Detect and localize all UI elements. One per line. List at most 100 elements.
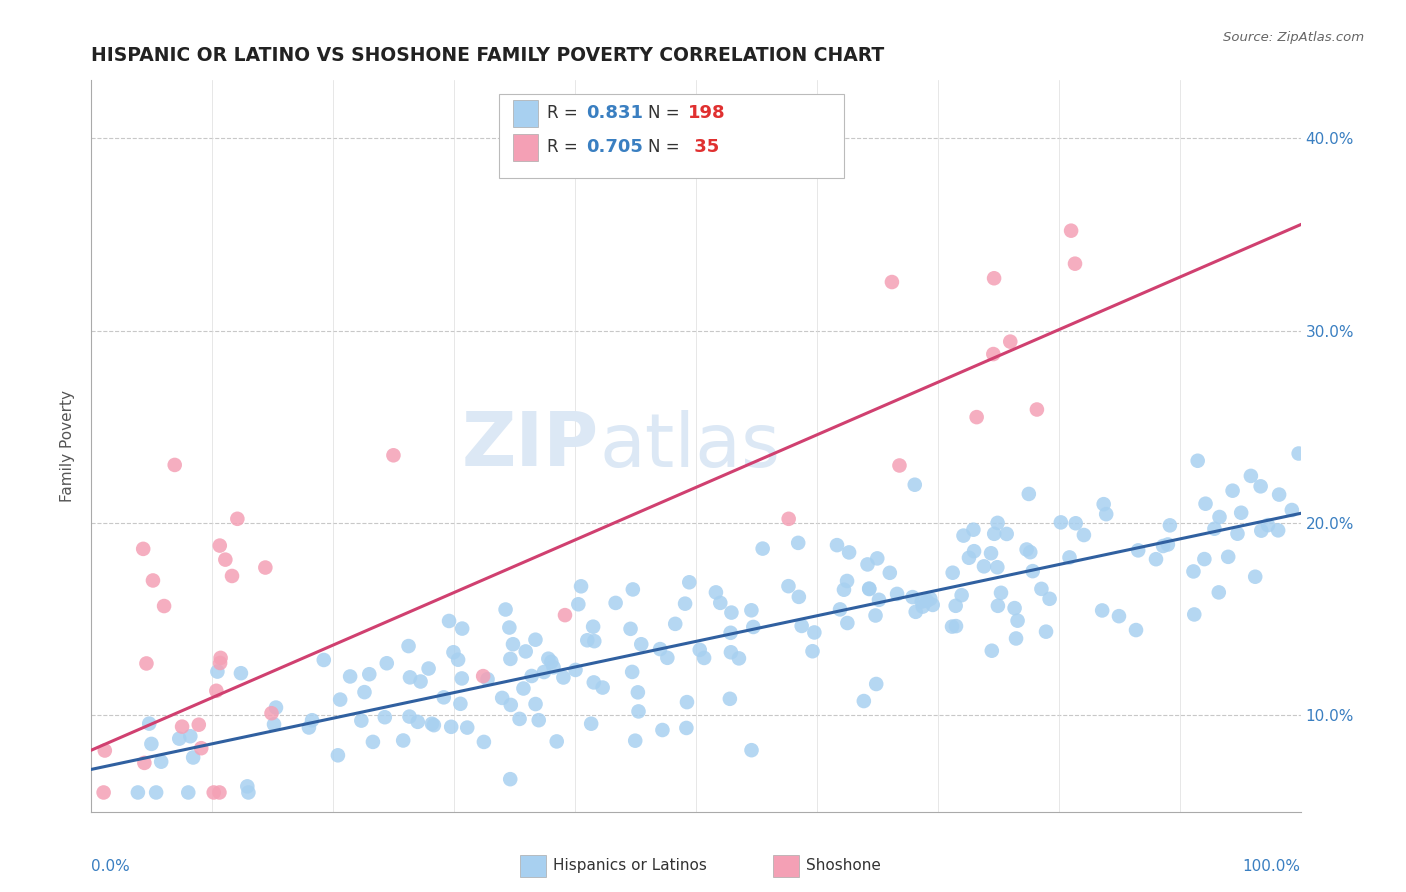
Point	[720, 625, 742, 640]
Point	[537, 651, 560, 665]
Text: 100.0%: 100.0%	[1243, 859, 1301, 874]
Point	[787, 590, 810, 604]
Text: HISPANIC OR LATINO VS SHOSHONE FAMILY POVERTY CORRELATION CHART: HISPANIC OR LATINO VS SHOSHONE FAMILY PO…	[91, 45, 884, 65]
Point	[1035, 624, 1057, 639]
Point	[1157, 537, 1180, 551]
Point	[141, 737, 163, 751]
Point	[921, 598, 943, 612]
Point	[920, 591, 942, 606]
Point	[651, 723, 673, 737]
Point	[1152, 539, 1174, 553]
Point	[472, 735, 495, 749]
Point	[553, 671, 575, 685]
Point	[1095, 507, 1118, 521]
Point	[440, 720, 463, 734]
Point	[1064, 257, 1087, 271]
Point	[392, 733, 415, 747]
Point	[1204, 522, 1226, 536]
Point	[720, 606, 742, 620]
Point	[520, 669, 543, 683]
Point	[398, 709, 420, 723]
Point	[264, 700, 287, 714]
Point	[576, 633, 599, 648]
Point	[803, 625, 825, 640]
Point	[787, 536, 810, 550]
Point	[983, 271, 1005, 285]
Point	[406, 714, 429, 729]
Point	[825, 538, 848, 552]
Point	[605, 596, 627, 610]
Point	[477, 672, 499, 686]
Point	[329, 692, 352, 706]
Point	[374, 710, 396, 724]
Point	[456, 721, 478, 735]
Point	[134, 756, 156, 770]
Point	[443, 645, 465, 659]
Point	[941, 619, 963, 633]
Point	[226, 512, 249, 526]
Point	[540, 655, 562, 669]
Text: N =: N =	[648, 104, 685, 122]
Point	[778, 512, 800, 526]
Point	[138, 716, 160, 731]
Point	[952, 528, 974, 542]
Text: Hispanics or Latinos: Hispanics or Latinos	[553, 858, 706, 872]
Point	[449, 697, 471, 711]
Point	[630, 637, 652, 651]
Point	[135, 657, 157, 671]
Point	[1257, 518, 1279, 533]
Point	[790, 619, 813, 633]
Point	[208, 539, 231, 553]
Text: R =: R =	[547, 104, 583, 122]
Point	[398, 639, 420, 653]
Point	[153, 599, 176, 613]
Point	[163, 458, 186, 472]
Point	[564, 663, 586, 677]
Point	[1000, 334, 1022, 349]
Point	[207, 665, 229, 679]
Point	[499, 698, 522, 712]
Text: R =: R =	[547, 138, 583, 156]
Point	[359, 667, 381, 681]
Point	[546, 734, 568, 748]
Point	[202, 785, 225, 799]
Point	[1187, 454, 1209, 468]
Point	[1108, 609, 1130, 624]
Text: Shoshone: Shoshone	[806, 858, 880, 872]
Point	[742, 620, 765, 634]
Point	[1182, 565, 1205, 579]
Point	[957, 550, 980, 565]
Point	[491, 690, 513, 705]
Point	[621, 665, 644, 679]
Point	[1218, 549, 1240, 564]
Point	[619, 622, 641, 636]
Point	[1125, 623, 1147, 637]
Point	[495, 602, 517, 616]
Point	[205, 683, 228, 698]
Point	[353, 685, 375, 699]
Point	[911, 594, 934, 608]
Point	[911, 599, 934, 614]
Point	[865, 608, 887, 623]
Point	[472, 669, 495, 683]
Point	[260, 706, 283, 721]
Point	[582, 620, 605, 634]
Point	[1031, 582, 1053, 596]
Point	[127, 785, 149, 799]
Point	[828, 602, 851, 616]
Point	[987, 599, 1010, 613]
Point	[1019, 545, 1042, 559]
Point	[209, 651, 232, 665]
Point	[1288, 446, 1310, 460]
Point	[1144, 552, 1167, 566]
Point	[451, 622, 474, 636]
Point	[238, 785, 260, 799]
Point	[423, 718, 446, 732]
Point	[263, 717, 285, 731]
Text: 198: 198	[688, 104, 725, 122]
Point	[1007, 614, 1029, 628]
Point	[852, 694, 875, 708]
Point	[221, 569, 243, 583]
Point	[837, 615, 859, 630]
Point	[835, 574, 858, 588]
